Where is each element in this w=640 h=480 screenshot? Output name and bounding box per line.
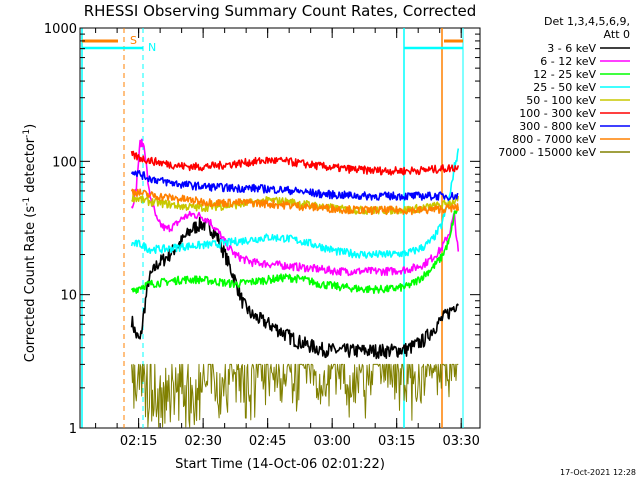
x-tick-label: 03:00 — [313, 434, 350, 449]
x-tick-label: 03:15 — [378, 434, 415, 449]
series-line-7 — [130, 170, 459, 201]
legend-label: 100 - 300 keV — [519, 107, 596, 120]
y-tick-label: 1000 — [44, 22, 77, 37]
legend-label: 300 - 800 keV — [519, 120, 596, 133]
footer-timestamp: 17-Oct-2021 12:28 — [560, 468, 636, 477]
legend-label: 3 - 6 keV — [547, 42, 596, 55]
ylabel-end: ) — [23, 124, 38, 129]
night-flag-label: N — [148, 41, 156, 54]
y-tick-label: 1 — [69, 422, 77, 437]
legend-header-1: Det 1,3,4,5,6,9, — [544, 15, 630, 28]
legend-header-2: Att 0 — [604, 28, 630, 41]
legend-label: 7000 - 15000 keV — [498, 146, 596, 159]
legend-label: 50 - 100 keV — [526, 94, 596, 107]
y-axis-label: Corrected Count Rate (s-1 detector-1) — [22, 124, 38, 362]
x-axis-label: Start Time (14-Oct-06 02:01:22) — [175, 457, 385, 472]
plot-area: SN 1 10 100 1000 02:15 02:30 02:45 03:00 03:15 03:… — [44, 22, 481, 449]
series-line-8 — [130, 188, 460, 216]
ylabel-sup2: -1 — [22, 129, 32, 138]
x-tick-label: 02:15 — [120, 434, 157, 449]
svg-text:Corrected Count Rate (s-1 dete: Corrected Count Rate (s-1 detector-1) — [22, 124, 38, 362]
plot-frame — [79, 27, 481, 429]
series-line-3 — [130, 205, 459, 295]
legend-label: 6 - 12 keV — [540, 55, 596, 68]
ylabel-sup1: -1 — [22, 197, 32, 206]
legend-label: 800 - 7000 keV — [512, 133, 596, 146]
series-line-6 — [130, 150, 460, 176]
ylabel-mid: detector — [23, 137, 38, 197]
x-tick-label: 02:45 — [249, 434, 286, 449]
chart-title: RHESSI Observing Summary Count Rates, Co… — [84, 2, 477, 20]
legend-label: 25 - 50 keV — [533, 81, 596, 94]
x-tick-label: 02:30 — [184, 434, 221, 449]
saa-flag-label: S — [130, 34, 137, 47]
series-line-4 — [130, 148, 460, 259]
legend-label: 12 - 25 keV — [533, 68, 596, 81]
x-tick-label: 03:30 — [442, 434, 479, 449]
series-line-2 — [130, 138, 460, 277]
ylabel-main: Corrected Count Rate (s — [23, 206, 38, 363]
series-line-9 — [131, 363, 459, 428]
series-line-1 — [130, 216, 459, 360]
y-tick-label: 10 — [60, 289, 77, 304]
y-tick-label: 100 — [52, 155, 77, 170]
